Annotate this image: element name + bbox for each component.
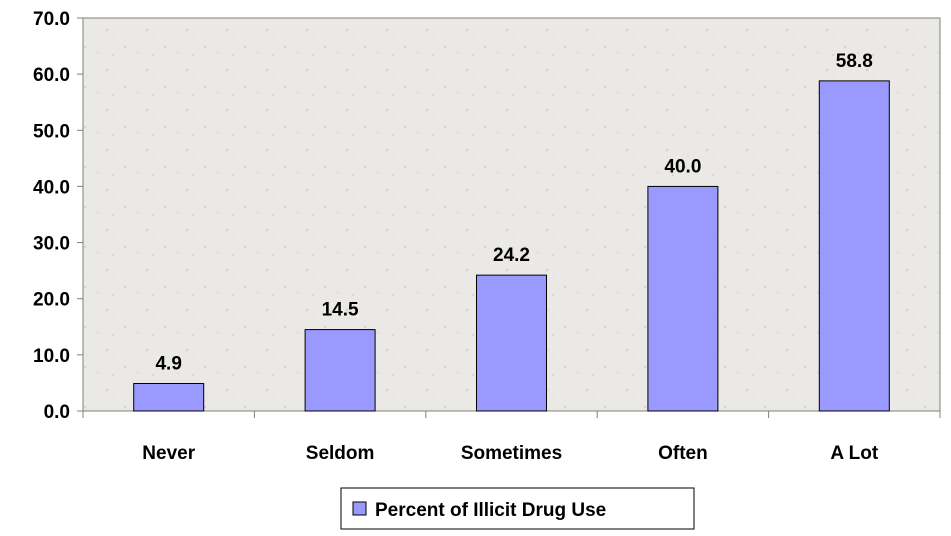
y-tick-label: 40.0 — [33, 177, 70, 198]
y-tick-label: 70.0 — [33, 9, 70, 30]
legend-label: Percent of Illicit Drug Use — [375, 500, 606, 521]
bar — [476, 274, 547, 412]
data-label: 24.2 — [493, 245, 530, 266]
data-label: 14.5 — [322, 300, 359, 321]
y-tick-label: 50.0 — [33, 121, 70, 142]
y-tick-label: 30.0 — [33, 234, 70, 255]
data-label: 40.0 — [664, 156, 701, 177]
x-tick-label: Never — [142, 443, 195, 464]
bar — [647, 185, 719, 412]
x-tick-label: Often — [658, 443, 708, 464]
y-tick-label: 20.0 — [33, 290, 70, 311]
x-tick-label: Seldom — [306, 443, 375, 464]
bar — [304, 329, 376, 412]
x-tick-label: Sometimes — [461, 443, 562, 464]
bar — [133, 382, 205, 412]
legend — [340, 487, 695, 530]
y-tick-label: 10.0 — [33, 346, 70, 367]
data-label: 58.8 — [836, 51, 873, 72]
y-tick-label: 60.0 — [33, 65, 70, 86]
data-label: 4.9 — [155, 353, 181, 374]
legend-swatch — [352, 501, 367, 516]
y-tick-label: 0.0 — [44, 402, 70, 423]
bar — [818, 80, 890, 412]
x-tick-label: A Lot — [830, 443, 879, 464]
